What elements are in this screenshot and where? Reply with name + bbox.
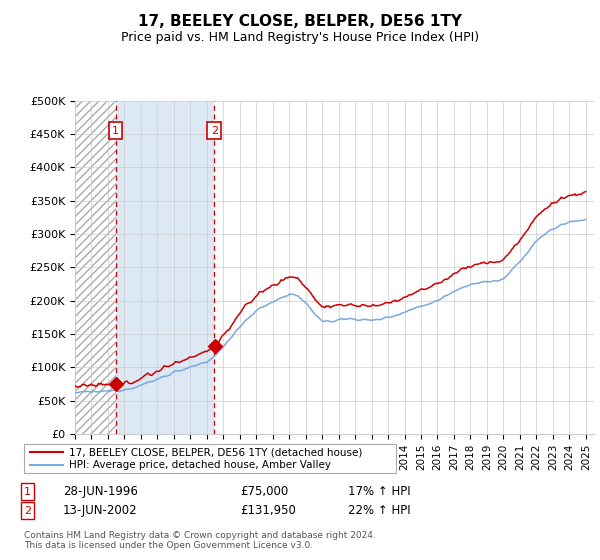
Bar — [75, 101, 116, 434]
Bar — [116, 101, 214, 434]
Text: HPI: Average price, detached house, Amber Valley: HPI: Average price, detached house, Ambe… — [69, 460, 331, 470]
Text: 22% ↑ HPI: 22% ↑ HPI — [348, 504, 410, 517]
Bar — [75, 101, 116, 434]
Text: 28-JUN-1996: 28-JUN-1996 — [63, 485, 138, 498]
Text: 17, BEELEY CLOSE, BELPER, DE56 1TY (detached house): 17, BEELEY CLOSE, BELPER, DE56 1TY (deta… — [69, 447, 362, 457]
Text: 2: 2 — [24, 506, 31, 516]
Text: Price paid vs. HM Land Registry's House Price Index (HPI): Price paid vs. HM Land Registry's House … — [121, 31, 479, 44]
Text: £131,950: £131,950 — [240, 504, 296, 517]
Text: 1: 1 — [24, 487, 31, 497]
Text: 2: 2 — [211, 126, 218, 136]
Text: 1: 1 — [112, 126, 119, 136]
Text: Contains HM Land Registry data © Crown copyright and database right 2024.
This d: Contains HM Land Registry data © Crown c… — [24, 531, 376, 550]
Text: 17% ↑ HPI: 17% ↑ HPI — [348, 485, 410, 498]
Text: 17, BEELEY CLOSE, BELPER, DE56 1TY: 17, BEELEY CLOSE, BELPER, DE56 1TY — [138, 14, 462, 29]
Text: 13-JUN-2002: 13-JUN-2002 — [63, 504, 137, 517]
Text: £75,000: £75,000 — [240, 485, 288, 498]
